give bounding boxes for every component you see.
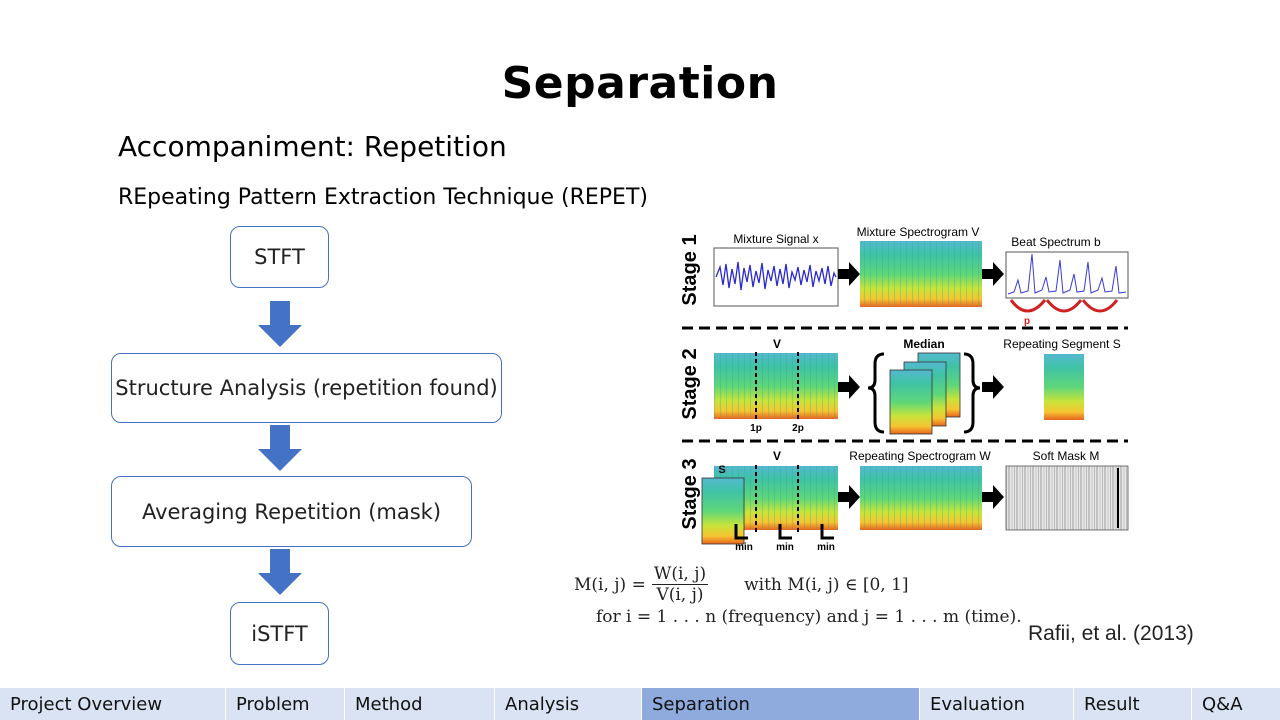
repeating-segment-label: Repeating Segment S [1003,337,1120,351]
formula-lhs: M(i, j) = [574,574,646,595]
formula-numerator: W(i, j) [651,564,709,585]
period-label: p [1024,316,1030,327]
mixture-spectrogram-label: Mixture Spectrogram V [857,225,980,239]
min-arrow-icon [778,524,792,540]
left-brace [867,352,885,434]
spectrogram-texture [860,241,982,307]
down-arrow-icon [258,301,302,347]
spectrogram-texture [714,353,838,419]
nav-item-method[interactable]: Method [345,688,495,720]
flow-step-structure-analysis: Structure Analysis (repetition found) [111,353,502,423]
right-brace [963,352,981,434]
nav-item-result[interactable]: Result [1074,688,1192,720]
min-arrow-icon [820,524,834,540]
repeating-segment [1044,354,1084,420]
stage-3-label: Stage 3 [679,458,701,529]
formula-range: for i = 1 . . . n (frequency) and j = 1 … [596,607,1022,627]
formula-denominator: V(i, j) [656,585,704,605]
formula-constraint: with M(i, j) ∈ [0, 1] [744,574,909,595]
soft-mask-label: Soft Mask M [1033,449,1100,463]
technique-name: REpeating Pattern Extraction Technique (… [118,185,648,210]
slide-subtitle: Accompaniment: Repetition [118,130,507,163]
arrow-right-icon [982,375,1004,399]
nav-item-evaluation[interactable]: Evaluation [920,688,1074,720]
flow-step-istft: iSTFT [230,602,329,665]
tick-2p: 2p [792,423,804,434]
stage3-v-label: V [773,449,781,463]
beat-spectrum-curve [1007,253,1127,295]
repeating-spectrogram-label: Repeating Spectrogram W [849,449,991,463]
waveform [715,261,837,291]
min-label: min [735,542,753,553]
repet-diagram: Stage 1 Stage 2 Stage 3 Mixture Signal x… [679,225,1129,553]
min-label: min [817,542,835,553]
arrow-right-icon [838,485,860,509]
min-arrow-icon [734,524,748,540]
flow-step-stft: STFT [230,226,329,288]
beat-spectrum-label: Beat Spectrum b [1011,235,1101,249]
spectrogram-texture [860,466,982,530]
citation: Rafii, et al. (2013) [1028,622,1194,645]
nav-item-separation[interactable]: Separation [642,688,920,720]
nav-item-problem[interactable]: Problem [226,688,345,720]
flow-step-averaging-repetition: Averaging Repetition (mask) [111,476,472,547]
tick-1p: 1p [750,423,762,434]
mask-formula: M(i, j) = W(i, j) V(i, j) with M(i, j) ∈… [574,564,1022,627]
down-arrow-icon [258,549,302,595]
mixture-signal-label: Mixture Signal x [733,232,818,246]
nav-item-qa[interactable]: Q&A [1192,688,1280,720]
median-label: Median [903,337,944,351]
period-arc [1009,299,1047,313]
nav-item-analysis[interactable]: Analysis [495,688,642,720]
slide-title: Separation [501,58,779,109]
segment-s-overlay [701,477,745,545]
stage-2-label: Stage 2 [679,348,701,419]
soft-mask [1005,465,1129,531]
period-arc [1045,299,1083,313]
stage-1-label: Stage 1 [679,234,701,305]
stage2-v-label: V [773,337,781,351]
period-arc [1081,299,1119,313]
arrow-right-icon [838,375,860,399]
arrow-right-icon [982,262,1004,286]
formula-fraction: W(i, j) V(i, j) [651,564,709,605]
section-nav-bar: Project Overview Problem Method Analysis… [0,688,1280,720]
stage3-s-label: S [718,464,725,476]
arrow-right-icon [982,485,1004,509]
min-label: min [776,542,794,553]
down-arrow-icon [258,425,302,471]
arrow-right-icon [838,262,860,286]
nav-item-project-overview[interactable]: Project Overview [0,688,226,720]
beat-spectrum-plot [1005,251,1129,299]
stacked-segment [889,369,933,435]
